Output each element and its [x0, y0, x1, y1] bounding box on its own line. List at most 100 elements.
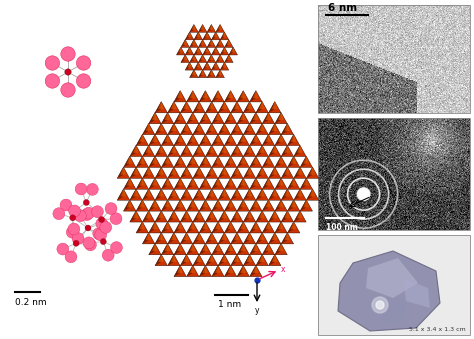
Polygon shape [171, 145, 177, 153]
Polygon shape [177, 134, 183, 142]
Polygon shape [250, 91, 256, 102]
Polygon shape [216, 40, 220, 47]
Polygon shape [300, 200, 306, 211]
Polygon shape [284, 189, 290, 197]
Polygon shape [250, 265, 262, 277]
Polygon shape [207, 55, 211, 62]
Polygon shape [220, 62, 225, 70]
Polygon shape [136, 134, 142, 145]
Circle shape [362, 192, 365, 196]
Polygon shape [218, 145, 224, 157]
Polygon shape [243, 102, 249, 113]
Polygon shape [139, 156, 145, 164]
Polygon shape [212, 156, 224, 167]
Polygon shape [201, 55, 205, 60]
Polygon shape [207, 70, 211, 78]
Polygon shape [127, 178, 133, 185]
Polygon shape [120, 189, 126, 197]
Polygon shape [187, 91, 193, 102]
Polygon shape [180, 189, 186, 200]
Polygon shape [207, 70, 216, 78]
Polygon shape [202, 91, 208, 98]
Polygon shape [231, 123, 237, 135]
Polygon shape [185, 32, 190, 40]
Polygon shape [209, 102, 215, 109]
Polygon shape [202, 156, 208, 164]
Polygon shape [275, 113, 281, 124]
Polygon shape [187, 222, 199, 233]
Polygon shape [265, 243, 271, 251]
Polygon shape [174, 91, 180, 102]
Polygon shape [272, 211, 278, 218]
Polygon shape [209, 167, 215, 175]
Polygon shape [243, 145, 256, 157]
Polygon shape [155, 255, 167, 266]
Polygon shape [198, 70, 202, 78]
Polygon shape [268, 167, 275, 178]
Polygon shape [229, 47, 233, 55]
Polygon shape [300, 156, 312, 167]
Polygon shape [205, 233, 218, 244]
Polygon shape [287, 222, 294, 233]
Polygon shape [177, 156, 183, 164]
Polygon shape [294, 167, 300, 178]
Polygon shape [250, 134, 262, 145]
Polygon shape [281, 145, 287, 157]
Polygon shape [199, 265, 211, 277]
Polygon shape [250, 265, 256, 277]
Polygon shape [268, 255, 275, 266]
Polygon shape [155, 145, 167, 157]
Polygon shape [240, 156, 246, 164]
Polygon shape [259, 102, 265, 109]
Polygon shape [211, 62, 216, 70]
Polygon shape [212, 91, 218, 102]
Circle shape [60, 199, 72, 211]
Polygon shape [152, 200, 158, 207]
Polygon shape [253, 113, 259, 120]
Polygon shape [224, 113, 237, 124]
Polygon shape [168, 123, 174, 135]
Polygon shape [231, 102, 237, 113]
Polygon shape [225, 40, 229, 47]
Polygon shape [190, 55, 194, 62]
Polygon shape [187, 265, 193, 277]
Circle shape [110, 213, 122, 225]
Polygon shape [272, 102, 278, 109]
Polygon shape [250, 222, 256, 233]
Polygon shape [291, 222, 297, 229]
Polygon shape [231, 211, 243, 222]
Polygon shape [237, 134, 243, 145]
Circle shape [74, 210, 86, 222]
Polygon shape [253, 178, 259, 185]
Polygon shape [262, 222, 268, 233]
Polygon shape [199, 91, 211, 102]
Polygon shape [205, 145, 212, 157]
Polygon shape [209, 145, 215, 153]
Polygon shape [193, 123, 205, 135]
Polygon shape [211, 47, 216, 55]
Polygon shape [256, 123, 268, 135]
Polygon shape [240, 222, 246, 229]
Polygon shape [216, 24, 224, 32]
Polygon shape [187, 91, 199, 102]
Polygon shape [243, 233, 256, 244]
Polygon shape [259, 233, 265, 240]
Polygon shape [403, 278, 430, 308]
Polygon shape [187, 178, 193, 189]
Polygon shape [152, 243, 158, 251]
Polygon shape [142, 167, 149, 178]
Polygon shape [149, 134, 161, 145]
Polygon shape [234, 167, 240, 175]
Polygon shape [231, 211, 237, 222]
Polygon shape [194, 62, 198, 70]
Polygon shape [275, 113, 287, 124]
Polygon shape [205, 233, 212, 244]
Polygon shape [201, 70, 205, 75]
Polygon shape [146, 233, 152, 240]
Polygon shape [180, 189, 193, 200]
Polygon shape [231, 167, 243, 178]
Polygon shape [183, 233, 189, 240]
Polygon shape [177, 91, 183, 98]
Polygon shape [212, 178, 218, 189]
Circle shape [85, 225, 91, 231]
